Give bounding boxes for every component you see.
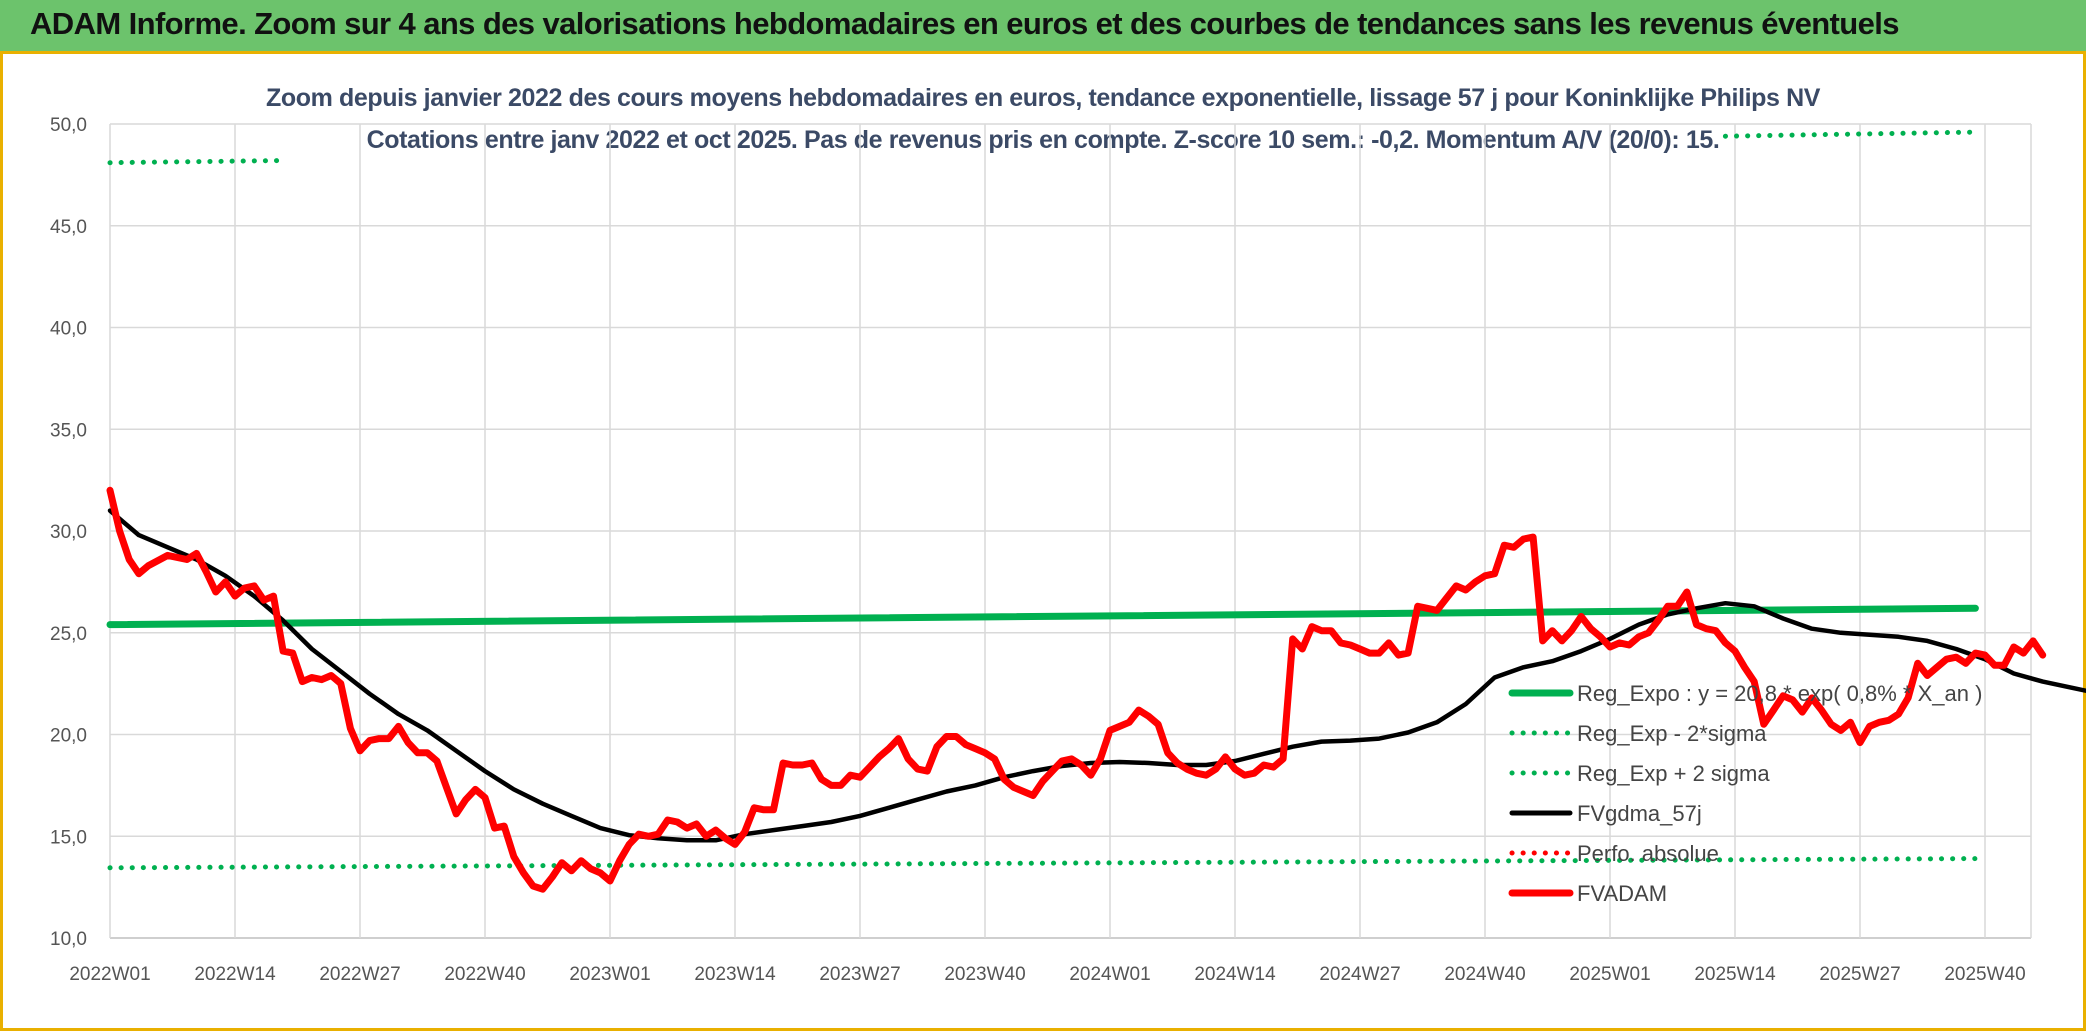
y-axis-ticks: 10,0 15,0 20,0 25,0 30,0 35,0 40,0 45,0 50,0 <box>50 115 87 950</box>
series-group <box>106 129 2086 893</box>
x-tick-label: 2025W27 <box>1819 964 1900 985</box>
x-tick-label: 2023W27 <box>819 964 900 985</box>
series-reg-exp-2-sigma-line <box>107 856 1978 871</box>
x-tick-label: 2022W27 <box>319 964 400 985</box>
y-tick-label: 35,0 <box>50 420 87 441</box>
x-axis-ticks: 2022W01 2022W14 2022W27 2022W40 2023W01 2023W… <box>69 964 2025 985</box>
y-tick-label: 25,0 <box>50 624 87 645</box>
x-tick-label: 2022W01 <box>69 964 150 985</box>
x-tick-label: 2023W14 <box>694 964 776 985</box>
x-tick-label: 2023W01 <box>569 964 650 985</box>
y-tick-label: 15,0 <box>50 827 87 848</box>
legend-label: Reg_Exp - 2*sigma <box>1577 721 1767 746</box>
x-tick-label: 2024W27 <box>1319 964 1400 985</box>
x-tick-label: 2022W14 <box>194 964 276 985</box>
legend-label: Reg_Exp + 2 sigma <box>1577 761 1770 786</box>
legend-label: Perfo. absolue <box>1577 841 1719 866</box>
y-tick-label: 50,0 <box>50 115 87 136</box>
x-tick-label: 2022W40 <box>444 964 525 985</box>
x-tick-label: 2023W40 <box>944 964 1025 985</box>
y-tick-label: 20,0 <box>50 726 87 747</box>
y-tick-label: 40,0 <box>50 319 87 340</box>
legend-label: FVgdma_57j <box>1577 801 1702 826</box>
report-banner: ADAM Informe. Zoom sur 4 ans des valoris… <box>0 0 2086 54</box>
x-tick-label: 2024W40 <box>1444 964 1525 985</box>
legend-label: FVADAM <box>1577 881 1667 906</box>
legend: Reg_Expo : y = 20,8 * exp( 0,8% * X_an )… <box>1508 681 1982 906</box>
x-tick-label: 2024W01 <box>1069 964 1150 985</box>
chart-frame <box>0 54 2086 1031</box>
x-tick-label: 2025W40 <box>1944 964 2025 985</box>
legend-label: Reg_Expo : y = 20,8 * exp( 0,8% * X_an ) <box>1577 681 1982 706</box>
series-fvgdma-57j-line <box>107 508 2086 843</box>
series-fvadam-line <box>106 486 2047 893</box>
chart-title-line-2: Cotations entre janv 2022 et oct 2025. P… <box>366 126 1720 154</box>
y-tick-label: 10,0 <box>50 929 87 950</box>
series-reg-exp-2-sigma-segment <box>1722 129 1978 139</box>
x-tick-label: 2025W01 <box>1569 964 1650 985</box>
report-title: ADAM Informe. Zoom sur 4 ans des valoris… <box>30 6 1900 41</box>
x-tick-label: 2025W14 <box>1694 964 1776 985</box>
y-tick-label: 30,0 <box>50 522 87 543</box>
chart-title-line-1: Zoom depuis janvier 2022 des cours moyen… <box>265 84 1821 112</box>
y-tick-label: 45,0 <box>50 217 87 238</box>
x-tick-label: 2024W14 <box>1194 964 1276 985</box>
grid <box>109 123 2032 939</box>
series-reg-exp-2-sigma-segment <box>107 158 281 166</box>
